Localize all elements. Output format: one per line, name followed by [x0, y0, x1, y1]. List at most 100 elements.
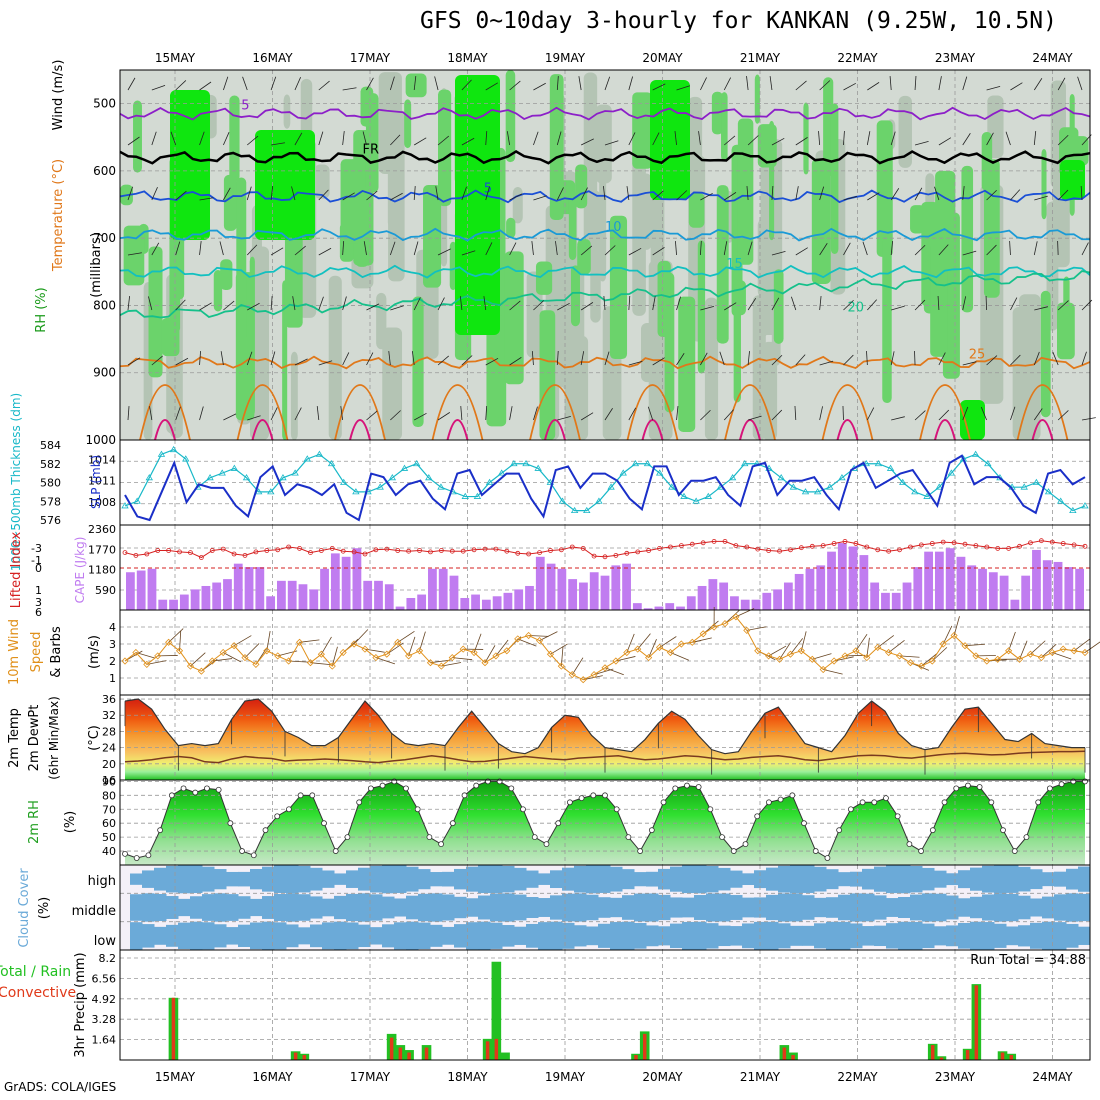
cape-bar [481, 599, 491, 610]
cloud-cell [214, 893, 227, 922]
wind-barb [938, 352, 946, 366]
cloud-cell [514, 867, 527, 891]
wind-speed-marker [361, 645, 369, 653]
isotherm-label: 15 [726, 257, 743, 272]
wind-barb [819, 406, 823, 421]
top-day-label: 18MAY [447, 51, 488, 65]
lifted-index-marker [428, 549, 433, 555]
cape-bar [870, 582, 880, 610]
cape-bar [1032, 549, 1041, 610]
wind-barb [146, 660, 167, 665]
cloud-cell [190, 921, 203, 950]
cloud-cell [442, 894, 455, 921]
wind-barb [199, 406, 204, 421]
cloud-cell [586, 894, 599, 921]
wind-barb [768, 645, 787, 657]
wind-barb [461, 79, 472, 91]
rh-marker [847, 806, 854, 813]
wind-barb [199, 351, 201, 366]
wind-barb [615, 656, 636, 662]
wind-barb [342, 241, 345, 256]
cape-bar [924, 551, 933, 610]
pressure-tick: 500 [93, 97, 116, 111]
cloud-cell [1054, 922, 1067, 950]
rh-marker [215, 786, 222, 793]
wind-barb [628, 407, 637, 421]
cape-bar [988, 572, 998, 610]
wind-barb [270, 296, 273, 311]
cloud-cell [886, 923, 899, 949]
wind10-axis-label: 10m Wind [7, 619, 22, 685]
wind-barb [461, 250, 476, 256]
cloud-cell [226, 894, 239, 921]
lifted-index-marker [951, 540, 957, 546]
rh-marker [286, 806, 292, 813]
wind-barb [914, 410, 926, 421]
rh-band [382, 327, 403, 440]
lifted-index-marker [580, 546, 586, 551]
wind-barb [675, 241, 677, 256]
wind-speed-marker [895, 652, 904, 660]
cape-bar [341, 556, 351, 610]
lifted-index-line [124, 540, 1086, 559]
cloud-cell [1078, 893, 1091, 922]
cloud-cell [142, 870, 155, 888]
rh-marker [766, 799, 772, 806]
isotherm-line [119, 227, 1091, 242]
cloud-cell [970, 921, 983, 950]
wind-speed-marker [765, 652, 773, 660]
wind-barb [771, 354, 783, 366]
cape-bar [320, 568, 329, 610]
wind-barb [890, 351, 895, 366]
thickness-marker [874, 459, 883, 467]
cloud-cell [202, 866, 215, 892]
thickness-marker [826, 483, 834, 490]
wind-barb [962, 76, 968, 91]
thickness-axis-label: 1000~500mb Thickness (dm) [9, 393, 23, 571]
cloud-cell [898, 896, 911, 919]
cape-bar [428, 568, 437, 610]
wind-barb [652, 190, 664, 201]
wind-speed-marker [1081, 648, 1089, 657]
wind-barb [389, 241, 396, 256]
wind-speed-marker [546, 650, 555, 658]
cloud-cell [610, 897, 623, 918]
cloud-cell [178, 865, 191, 894]
pressure-tick: 800 [93, 298, 116, 312]
wind-barb [1057, 410, 1069, 421]
wind-barb [223, 76, 229, 91]
wind-speed-marker [743, 626, 751, 634]
isotherm-line [236, 384, 289, 441]
bottom-day-label: 17MAY [350, 1070, 391, 1084]
wind-barb [890, 188, 900, 201]
wind-barb [962, 250, 977, 256]
wind-barb [823, 669, 843, 675]
wind-barb [652, 83, 666, 91]
wind-barb [413, 137, 427, 146]
rh-marker [965, 782, 971, 789]
wind-barb [388, 351, 391, 366]
lifted-index-marker [635, 549, 641, 555]
wind-barb [533, 300, 544, 311]
thickness-marker [570, 506, 579, 514]
wind-barb [1073, 638, 1091, 652]
thickness-marker [121, 502, 129, 509]
precip-tick: 1.64 [92, 1034, 117, 1047]
wind-barb [292, 296, 296, 311]
thickness-marker [947, 469, 956, 476]
cape-bar [255, 567, 265, 610]
rh-marker [414, 806, 421, 813]
cloud-cell [226, 927, 239, 945]
wind-barb [800, 631, 807, 651]
wind-barb [834, 656, 854, 662]
cloud-cell [610, 922, 623, 950]
wind-barb [127, 296, 131, 311]
wind-barb [531, 241, 534, 256]
temp-unit-label: (°C) [87, 725, 102, 751]
lifted-index-marker [188, 550, 193, 555]
rh-marker [321, 820, 327, 827]
rh-band [161, 317, 180, 357]
wind-barb [890, 241, 894, 256]
wind-barb [557, 302, 570, 311]
wind-barb [674, 131, 677, 146]
